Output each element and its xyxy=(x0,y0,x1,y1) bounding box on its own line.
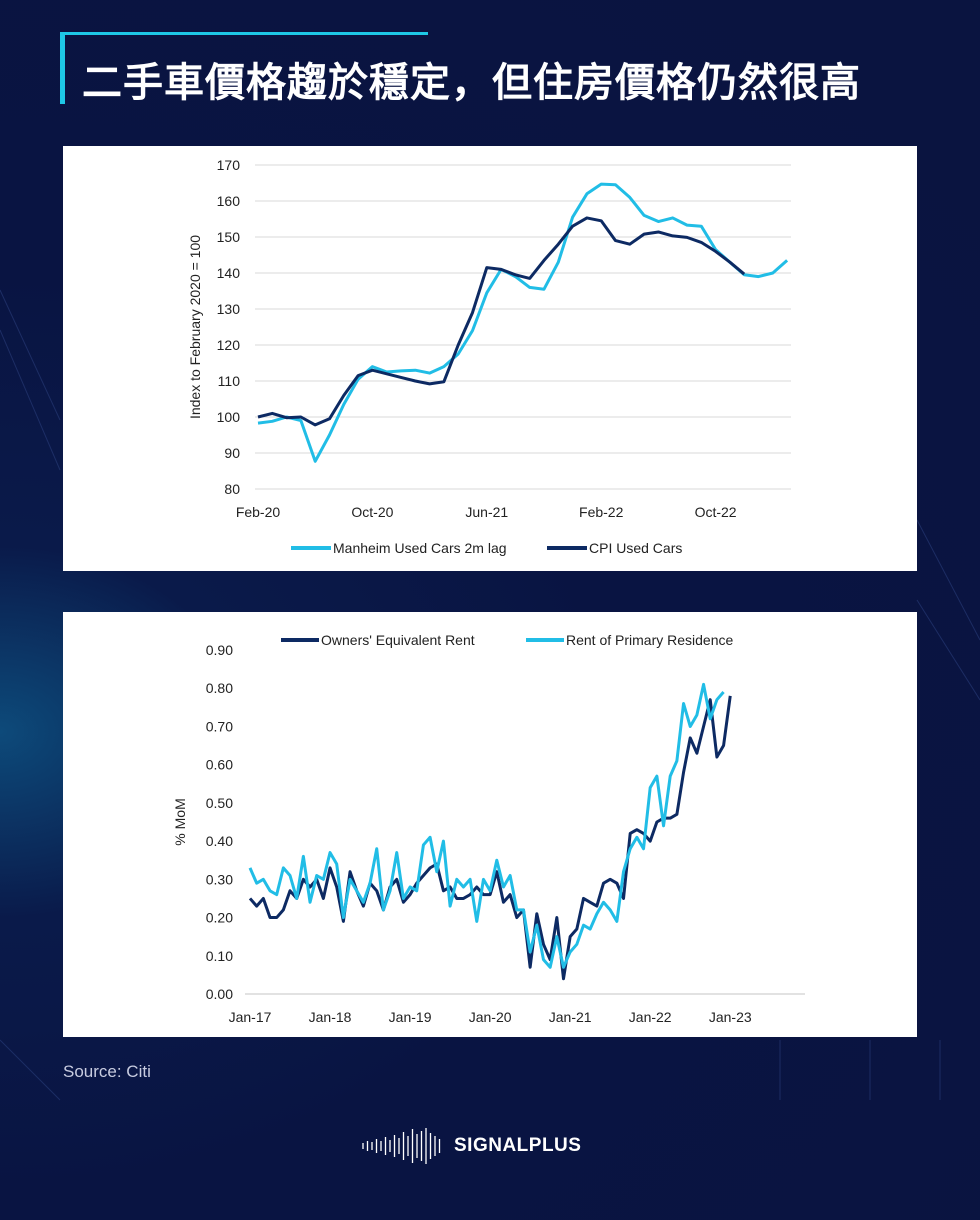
y-axis-label: Index to February 2020 = 100 xyxy=(187,235,203,419)
y-tick-label: 130 xyxy=(217,301,241,317)
y-tick-label: 0.10 xyxy=(206,948,233,964)
y-tick-label: 0.00 xyxy=(206,986,233,1002)
x-tick-label: Jan-20 xyxy=(469,1009,512,1025)
y-tick-label: 0.20 xyxy=(206,910,233,926)
y-tick-label: 170 xyxy=(217,157,241,173)
used-cars-chart: 80 90 100 110 120 130 140 150 160 170 Feb-20 Oct-20… xyxy=(187,157,791,556)
x-tick-label: Jan-19 xyxy=(389,1009,432,1025)
source-note: Source: Citi xyxy=(63,1062,151,1081)
rent-chart: 0.00 0.10 0.20 0.30 0.40 0.50 0.60 0.70 0.80 0.90… xyxy=(172,632,805,1025)
series-line-manheim xyxy=(257,182,789,463)
x-tick-label: Feb-22 xyxy=(579,504,624,520)
y-axis-label: % MoM xyxy=(172,798,188,845)
x-tick-label: Oct-22 xyxy=(695,504,737,520)
x-tick-label: Jan-22 xyxy=(629,1009,672,1025)
legend-label: Manheim Used Cars 2m lag xyxy=(333,540,507,556)
legend-label: Rent of Primary Residence xyxy=(566,632,734,648)
series-line-cpi-used-cars xyxy=(257,216,746,427)
title-accent-line xyxy=(60,32,428,35)
series-line-owners-equivalent-rent xyxy=(248,695,732,981)
x-tick-label: Oct-20 xyxy=(351,504,393,520)
page-title: 二手車價格趨於穩定，但住房價格仍然很高 xyxy=(82,60,861,106)
signalplus-logo: SIGNALPLUS xyxy=(360,1126,581,1166)
x-tick-label: Jan-18 xyxy=(309,1009,352,1025)
y-tick-label: 0.50 xyxy=(206,795,233,811)
series-line-rent-primary-residence xyxy=(248,682,725,969)
x-tick-label: Feb-20 xyxy=(236,504,281,520)
y-tick-label: 0.70 xyxy=(206,718,233,734)
brand-name: SIGNALPLUS xyxy=(454,1135,582,1156)
x-tick-label: Jan-21 xyxy=(549,1009,592,1025)
legend-label: Owners' Equivalent Rent xyxy=(321,632,475,648)
x-tick-label: Jun-21 xyxy=(465,504,508,520)
y-tick-label: 0.90 xyxy=(206,642,233,658)
y-tick-label: 0.60 xyxy=(206,757,233,773)
y-tick-label: 80 xyxy=(224,481,240,497)
y-tick-label: 160 xyxy=(217,193,241,209)
y-tick-label: 100 xyxy=(217,409,241,425)
y-tick-label: 120 xyxy=(217,337,241,353)
y-tick-label: 90 xyxy=(224,445,240,461)
legend-label: CPI Used Cars xyxy=(589,540,682,556)
y-tick-label: 110 xyxy=(218,373,241,389)
y-tick-label: 0.40 xyxy=(206,833,233,849)
waveform-icon xyxy=(362,1128,441,1164)
y-tick-label: 140 xyxy=(217,265,241,281)
rent-chart-panel: 0.00 0.10 0.20 0.30 0.40 0.50 0.60 0.70 0.80 0.90… xyxy=(63,612,917,1037)
x-tick-label: Jan-17 xyxy=(229,1009,272,1025)
y-tick-label: 0.80 xyxy=(206,680,233,696)
used-cars-chart-panel: 80 90 100 110 120 130 140 150 160 170 Feb-20 Oct-20… xyxy=(63,146,917,571)
title-accent-bar xyxy=(60,32,65,104)
y-tick-label: 150 xyxy=(217,229,241,245)
y-tick-label: 0.30 xyxy=(206,871,233,887)
x-tick-label: Jan-23 xyxy=(709,1009,752,1025)
